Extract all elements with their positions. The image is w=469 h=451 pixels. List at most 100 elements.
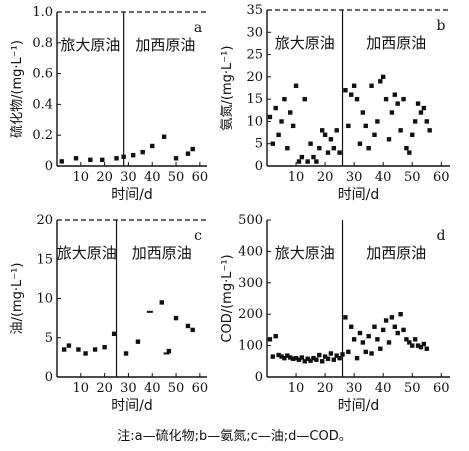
panel-d-data-point bbox=[372, 324, 377, 329]
panel-b-data-point bbox=[285, 145, 290, 151]
panel-c-data-point bbox=[66, 343, 72, 348]
panel-c-x-tick-label: 60 bbox=[192, 381, 209, 396]
panel-d-data-point bbox=[302, 359, 307, 364]
panel-b-data-point bbox=[357, 141, 363, 146]
panel-b-data-point bbox=[343, 88, 348, 93]
panel-b-x-axis-label: 时间/d bbox=[338, 187, 380, 203]
panel-d-y-axis-label: COD/(mg·L⁻¹) bbox=[220, 254, 235, 342]
panel-d-x-tick-label: 40 bbox=[375, 381, 392, 396]
panel-c-label: c bbox=[194, 228, 202, 244]
panel-b-data-point bbox=[328, 137, 334, 142]
panel-b-data-point bbox=[392, 92, 398, 97]
panel-c-data-point bbox=[83, 351, 88, 356]
panel-b-data-point bbox=[282, 96, 287, 102]
panel-a-x-tick-label: 40 bbox=[144, 170, 161, 185]
panel-a-x-axis-label: 时间/d bbox=[111, 187, 153, 203]
panel-b-data-point bbox=[311, 154, 316, 160]
panel-d-data-point bbox=[296, 357, 302, 362]
panel-d-data-point bbox=[346, 349, 351, 355]
panel-b-data-point bbox=[398, 128, 403, 133]
panel-c-data-point bbox=[135, 339, 141, 344]
panel-c-data-point bbox=[123, 351, 129, 356]
panel-a-x-tick-label: 10 bbox=[73, 170, 90, 185]
panel-b-x-tick-label: 20 bbox=[317, 170, 334, 185]
panel-a-data-point bbox=[185, 151, 191, 156]
panel-d-data-point bbox=[328, 351, 334, 356]
panel-b-data-point bbox=[322, 132, 328, 137]
panel-d-y-tick-label: 300 bbox=[238, 276, 263, 291]
panel-d-data-point bbox=[299, 355, 305, 360]
panel-b-data-point bbox=[395, 101, 400, 106]
panel-d-data-point bbox=[288, 355, 293, 360]
panel-d-y-tick-label: 200 bbox=[238, 307, 263, 322]
panel-b-data-point bbox=[383, 96, 389, 102]
panel-b-x-tick-label: 10 bbox=[288, 170, 305, 185]
panel-d-data-point bbox=[285, 353, 290, 358]
panel-b-data-point bbox=[346, 123, 351, 129]
panel-d-data-point bbox=[317, 352, 322, 358]
panel-b-data-point bbox=[401, 96, 406, 102]
panel-d-period-label-luda: 旅大原油 bbox=[275, 244, 335, 262]
panel-d-data-point bbox=[412, 337, 418, 342]
panel-b-data-point bbox=[276, 132, 281, 137]
panel-c-x-tick-label: 40 bbox=[144, 381, 161, 396]
panel-d-x-tick-label: 30 bbox=[346, 381, 363, 396]
panel-d-data-point bbox=[363, 349, 368, 355]
panel-d-data-point bbox=[276, 352, 281, 358]
panel-b-label: b bbox=[437, 18, 446, 34]
panel-b-data-point bbox=[299, 154, 305, 160]
panel-a-y-tick-label: 0.8 bbox=[32, 36, 53, 51]
panel-d-data-point bbox=[308, 358, 313, 363]
panel-a-label: a bbox=[194, 20, 202, 36]
panel-d-data-point bbox=[290, 356, 296, 361]
panel-b-data-point bbox=[369, 83, 374, 88]
panel-b-data-point bbox=[267, 114, 273, 120]
panel-a-data-point bbox=[121, 154, 126, 159]
panel-a-data-point bbox=[150, 143, 155, 149]
panel-b-x-tick-label: 50 bbox=[404, 170, 421, 185]
panel-a-data-point bbox=[114, 156, 119, 161]
panel-b-data-point bbox=[418, 110, 424, 115]
panel-b-data-point bbox=[317, 145, 322, 151]
panel-d-data-point bbox=[378, 346, 383, 351]
panel-a-y-axis-label: 硫化物/(mg·L⁻¹) bbox=[10, 40, 25, 138]
panel-c-y-tick-label: 15 bbox=[36, 252, 53, 267]
panel-d-data-point bbox=[273, 333, 278, 339]
panel-b-data-point bbox=[270, 141, 276, 146]
panel-b-data-point bbox=[378, 79, 383, 84]
panel-b-data-point bbox=[404, 145, 409, 151]
panel-b-data-point bbox=[296, 159, 302, 164]
panel-c-data-point bbox=[163, 352, 170, 355]
panel-d-x-tick-label: 20 bbox=[317, 381, 334, 396]
panel-d-y-tick-label: 500 bbox=[238, 213, 263, 228]
panel-b-data-point bbox=[415, 101, 421, 106]
panel-a-y-tick-label: 0.6 bbox=[32, 67, 53, 82]
panel-c-y-tick-label: 10 bbox=[36, 292, 53, 307]
panel-b-data-point bbox=[363, 123, 368, 129]
panel-b-data-point bbox=[351, 83, 357, 88]
panel-b-data-point bbox=[360, 110, 366, 115]
panel-a-y-tick-label: 0.4 bbox=[32, 97, 53, 112]
panel-d-data-point bbox=[366, 333, 371, 339]
panel-a-data-point bbox=[73, 156, 79, 161]
panel-d-data-point bbox=[389, 315, 395, 320]
panel-c-y-axis-label: 油/(mg·L⁻¹) bbox=[10, 263, 25, 335]
panel-d-label: d bbox=[437, 228, 446, 244]
panel-b-data-point bbox=[389, 110, 395, 115]
panel-b-y-tick-label: 0 bbox=[255, 159, 263, 174]
figure-note: 注:a—硫化物;b—氨氮;c—油;d—COD。 bbox=[117, 429, 352, 444]
panel-b-data-point bbox=[349, 92, 354, 97]
panel-d-data-point bbox=[398, 312, 403, 317]
panel-b-period-label-luda: 旅大原油 bbox=[275, 34, 335, 52]
panel-b-data-point bbox=[290, 123, 296, 129]
panel-a-data-point bbox=[161, 134, 167, 139]
panel-c-x-tick-label: 30 bbox=[120, 381, 137, 396]
panel-a-x-tick-label: 20 bbox=[96, 170, 113, 185]
panel-c-y-tick-label: 20 bbox=[36, 213, 53, 228]
panel-c-x-axis-label: 时间/d bbox=[111, 398, 153, 414]
panel-a-x-tick-label: 60 bbox=[192, 170, 209, 185]
panel-d-data-point bbox=[415, 343, 421, 348]
panel-d-data-point bbox=[395, 330, 400, 336]
panel-d-data-point bbox=[322, 354, 328, 359]
